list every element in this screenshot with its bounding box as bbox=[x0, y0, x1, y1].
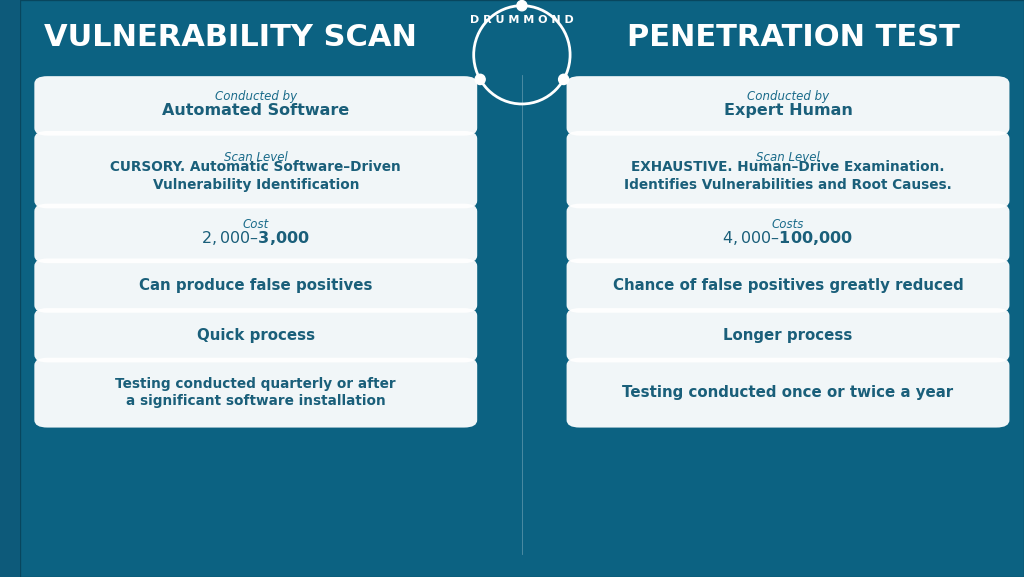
FancyBboxPatch shape bbox=[35, 308, 477, 362]
Text: Quick process: Quick process bbox=[197, 328, 314, 343]
Ellipse shape bbox=[517, 1, 527, 11]
FancyBboxPatch shape bbox=[566, 76, 1010, 136]
Text: Expert Human: Expert Human bbox=[724, 103, 852, 118]
Text: D R U M M O N D: D R U M M O N D bbox=[470, 15, 573, 25]
FancyBboxPatch shape bbox=[566, 204, 1010, 263]
FancyBboxPatch shape bbox=[35, 358, 477, 428]
Text: Conducted by: Conducted by bbox=[215, 91, 297, 103]
Text: Costs: Costs bbox=[772, 218, 804, 231]
Ellipse shape bbox=[559, 74, 568, 84]
FancyBboxPatch shape bbox=[566, 258, 1010, 313]
Text: Testing conducted quarterly or after
a significant software installation: Testing conducted quarterly or after a s… bbox=[116, 377, 396, 409]
Text: $4,000–$100,000: $4,000–$100,000 bbox=[723, 229, 854, 247]
FancyBboxPatch shape bbox=[566, 358, 1010, 428]
Text: EXHAUSTIVE. Human–Drive Examination.
Identifies Vulnerabilities and Root Causes.: EXHAUSTIVE. Human–Drive Examination. Ide… bbox=[625, 160, 952, 192]
Text: Chance of false positives greatly reduced: Chance of false positives greatly reduce… bbox=[612, 278, 964, 293]
Text: Scan Level: Scan Level bbox=[224, 151, 288, 164]
Text: VULNERABILITY SCAN: VULNERABILITY SCAN bbox=[44, 23, 417, 52]
Text: $2,000–$3,000: $2,000–$3,000 bbox=[202, 229, 310, 247]
FancyBboxPatch shape bbox=[35, 131, 477, 208]
FancyBboxPatch shape bbox=[35, 258, 477, 313]
Text: Longer process: Longer process bbox=[723, 328, 853, 343]
Text: Can produce false positives: Can produce false positives bbox=[139, 278, 373, 293]
Text: Conducted by: Conducted by bbox=[746, 91, 829, 103]
Text: PENETRATION TEST: PENETRATION TEST bbox=[627, 23, 959, 52]
FancyBboxPatch shape bbox=[35, 76, 477, 136]
Text: CURSORY. Automatic Software–Driven
Vulnerability Identification: CURSORY. Automatic Software–Driven Vulne… bbox=[111, 160, 401, 192]
Text: Scan Level: Scan Level bbox=[756, 151, 820, 164]
FancyBboxPatch shape bbox=[566, 131, 1010, 208]
Text: Testing conducted once or twice a year: Testing conducted once or twice a year bbox=[623, 385, 953, 400]
FancyBboxPatch shape bbox=[19, 0, 1024, 577]
Ellipse shape bbox=[475, 74, 485, 84]
FancyBboxPatch shape bbox=[566, 308, 1010, 362]
Text: Cost: Cost bbox=[243, 218, 269, 231]
Text: Automated Software: Automated Software bbox=[162, 103, 349, 118]
FancyBboxPatch shape bbox=[35, 204, 477, 263]
